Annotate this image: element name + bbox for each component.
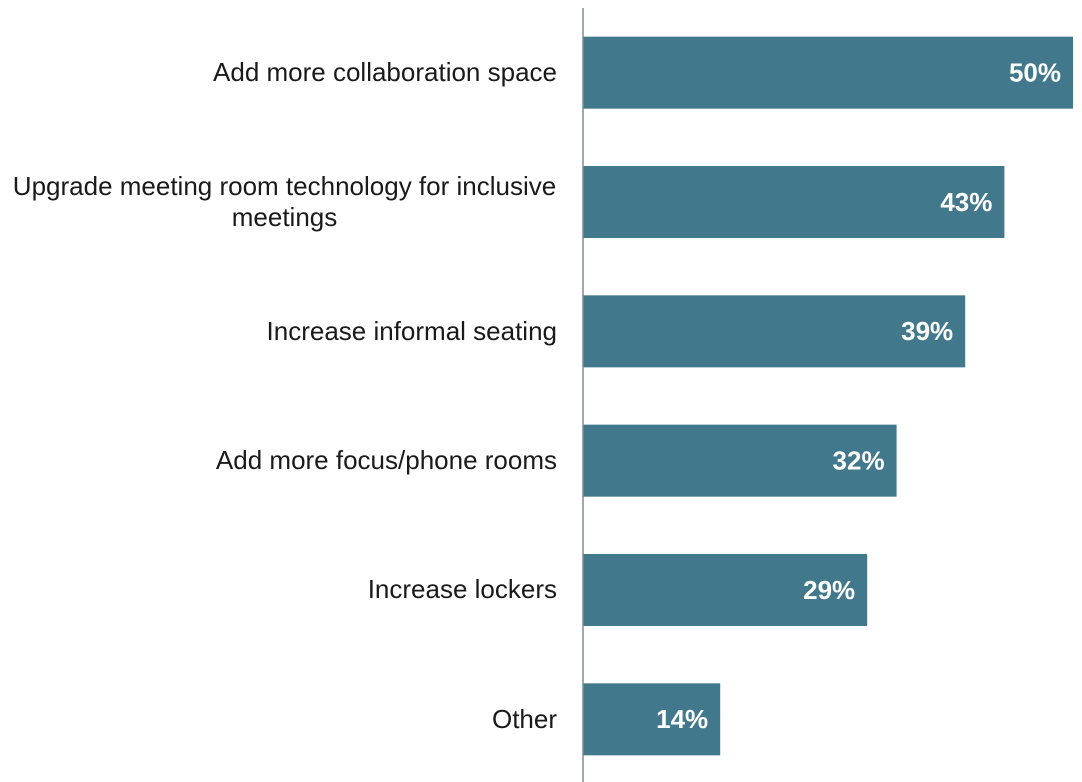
- category-label: Add more collaboration space: [213, 57, 557, 88]
- value-label: 50%: [1009, 58, 1061, 88]
- category-label-box: Add more collaboration space: [0, 8, 557, 137]
- category-label: Other: [491, 703, 557, 734]
- bar: [583, 166, 1005, 238]
- category-label-box: Add more focus/phone rooms: [0, 396, 557, 525]
- category-label: Increase lockers: [367, 574, 557, 605]
- value-label: 39%: [901, 316, 953, 346]
- category-label: Upgrade meeting room technology for incl…: [12, 170, 557, 232]
- value-label: 32%: [833, 446, 885, 476]
- category-label: Add more focus/phone rooms: [215, 445, 557, 476]
- category-label: Increase informal seating: [266, 315, 557, 346]
- bar: [583, 36, 1073, 109]
- category-label-box: Increase lockers: [0, 525, 557, 654]
- bar: [583, 683, 721, 756]
- category-label-box: Upgrade meeting room technology for incl…: [0, 137, 557, 266]
- category-label-box: Other: [0, 655, 557, 782]
- bar: [583, 295, 966, 368]
- bar: [583, 424, 897, 497]
- value-label: 43%: [940, 187, 992, 217]
- value-label: 29%: [803, 575, 855, 605]
- category-label-box: Increase informal seating: [0, 267, 557, 396]
- bar: [583, 554, 868, 626]
- value-label: 14%: [656, 704, 708, 734]
